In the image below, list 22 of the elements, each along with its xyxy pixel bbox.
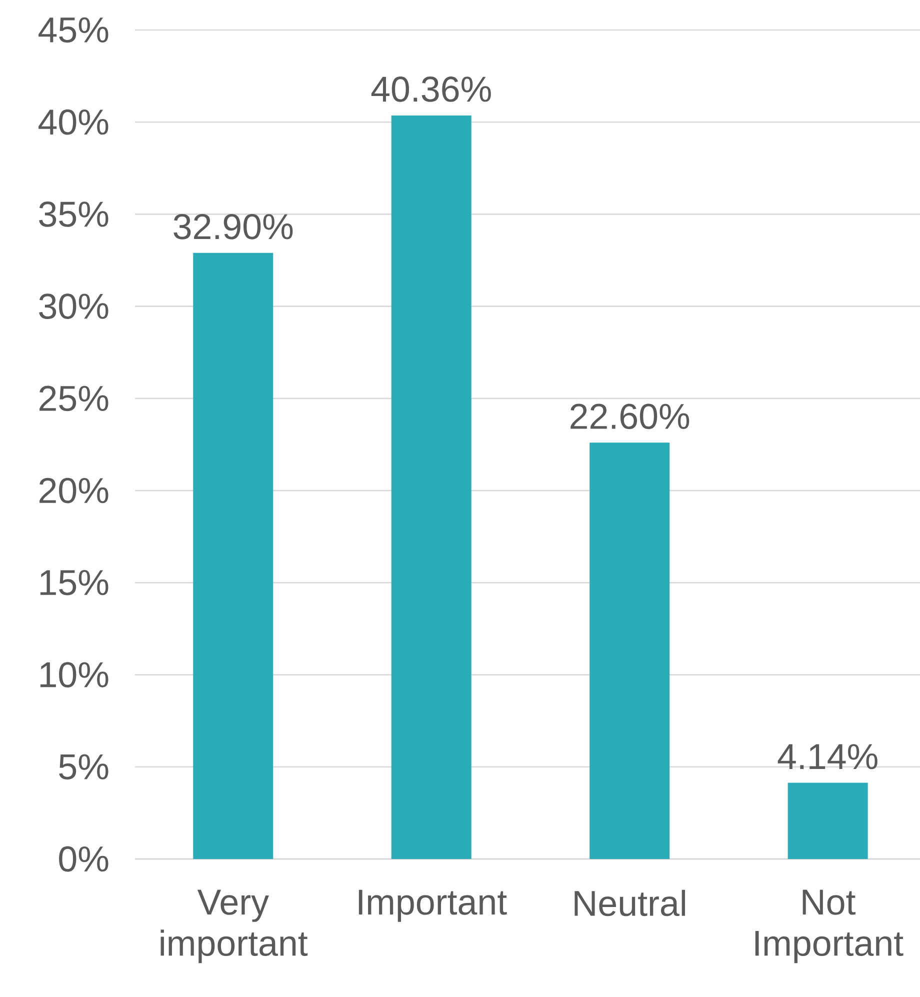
y-tick-label: 40% <box>38 109 108 135</box>
y-tick-label: 20% <box>40 478 108 504</box>
x-tick-label: Not Important <box>755 890 904 964</box>
data-label: 4.14% <box>778 744 878 770</box>
data-label: 22.60% <box>570 404 690 430</box>
bar <box>788 782 868 859</box>
y-tick-label: 15% <box>40 570 108 596</box>
y-tick-label: 5% <box>59 754 108 780</box>
y-tick-label: 30% <box>39 294 108 320</box>
data-label: 32.90% <box>174 214 293 240</box>
y-tick-label: 35% <box>39 202 108 227</box>
bar <box>590 442 670 859</box>
x-tick-label: Important <box>358 890 507 922</box>
y-tick-label: 0% <box>59 846 108 872</box>
y-tick-label: 45% <box>38 17 108 43</box>
y-tick-label: 25% <box>40 386 108 412</box>
x-tick-label: Very important <box>160 890 308 964</box>
bar <box>193 252 274 859</box>
data-label: 40.36% <box>371 76 491 102</box>
bar <box>391 115 472 859</box>
x-tick-label: Neutral <box>574 890 685 916</box>
y-tick-label: 10% <box>40 662 108 688</box>
